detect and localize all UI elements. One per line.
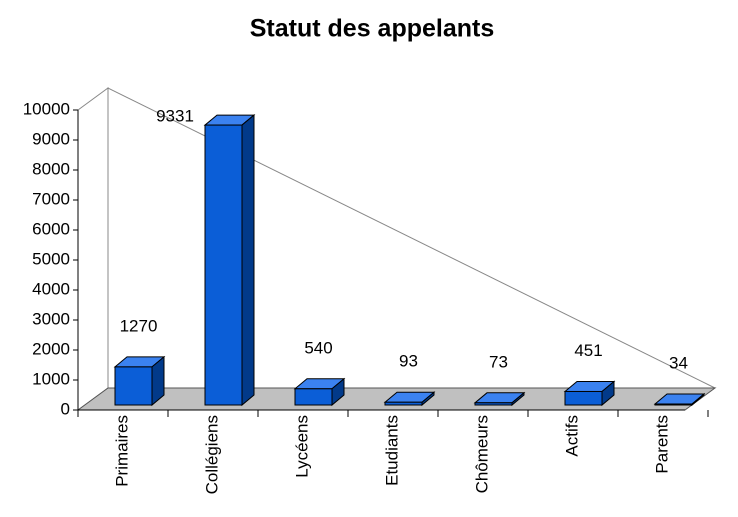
chart-title: Statut des appelants — [250, 15, 495, 43]
bar — [654, 403, 693, 406]
bar-side — [241, 114, 255, 407]
bar — [204, 124, 243, 406]
y-tick-label: 4000 — [32, 279, 70, 298]
x-tick-label: Chômeurs — [472, 415, 491, 493]
data-label: 9331 — [156, 107, 194, 126]
y-tick-label: 10000 — [23, 99, 70, 118]
bar — [474, 402, 513, 406]
data-label: 451 — [574, 341, 602, 360]
y-tick-label: 6000 — [32, 219, 70, 238]
bar — [384, 401, 423, 406]
y-tick-label: 2000 — [32, 339, 70, 358]
back-wall — [107, 87, 716, 389]
side-wall — [77, 87, 109, 411]
data-label: 540 — [304, 338, 332, 357]
bar — [114, 366, 153, 406]
y-tick-label: 7000 — [32, 189, 70, 208]
y-tick-label: 5000 — [32, 249, 70, 268]
x-tick-label: Actifs — [562, 415, 581, 457]
data-label: 34 — [669, 353, 688, 372]
bar — [294, 388, 333, 406]
x-tick-label: Collégiens — [202, 415, 221, 494]
bar — [564, 390, 603, 406]
y-tick-label: 0 — [61, 399, 70, 418]
data-label: 1270 — [120, 316, 158, 335]
data-label: 73 — [489, 352, 508, 371]
x-tick-label: Primaires — [112, 415, 131, 487]
data-label: 93 — [399, 352, 418, 371]
x-tick-label: Etudiants — [382, 415, 401, 486]
y-tick-label: 8000 — [32, 159, 70, 178]
x-tick-label: Parents — [652, 415, 671, 474]
x-tick-label: Lycéens — [292, 415, 311, 478]
y-tick-label: 1000 — [32, 369, 70, 388]
y-tick-label: 9000 — [32, 129, 70, 148]
y-tick-label: 3000 — [32, 309, 70, 328]
